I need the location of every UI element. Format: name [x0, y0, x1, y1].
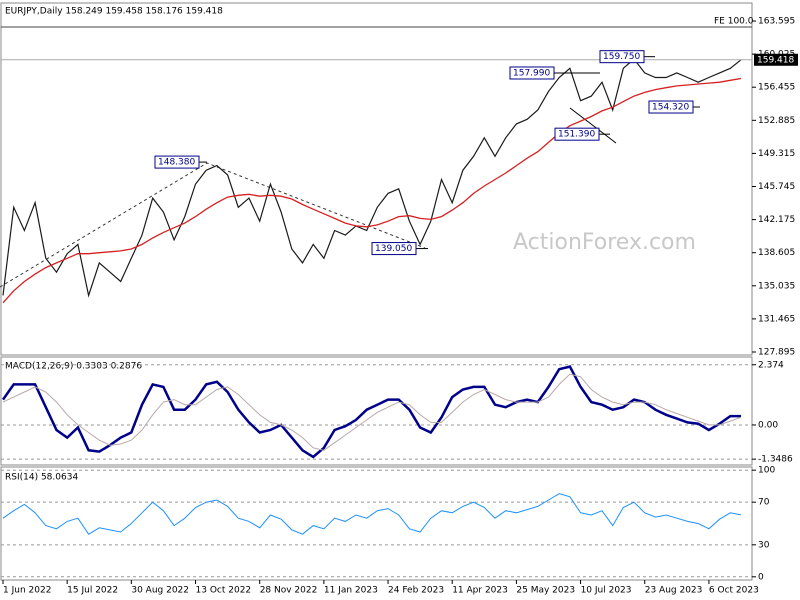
y-tick-label: 0: [758, 572, 764, 582]
annotation-box: [554, 127, 600, 141]
x-tick-label: 6 Oct 2023: [709, 586, 759, 596]
x-tick-label: 25 May 2023: [516, 586, 575, 596]
x-tick-label: 23 Aug 2023: [645, 586, 703, 596]
series-line: [2, 373, 742, 451]
series-line: [2, 58, 742, 298]
y-tick-label: -1.3486: [758, 455, 793, 465]
x-tick-label: 1 Jun 2022: [3, 586, 51, 596]
annotation-box: [599, 50, 645, 64]
x-tick-label: 15 Jul 2022: [67, 586, 118, 596]
x-tick-label: 30 Aug 2022: [131, 586, 189, 596]
y-tick-label: 138.605: [758, 248, 795, 258]
y-tick-label: 135.035: [758, 281, 795, 291]
x-tick-label: 13 Oct 2022: [196, 586, 252, 596]
rsi-panel: [0, 466, 753, 581]
y-tick-label: 30: [758, 540, 770, 550]
x-tick-label: 10 Jul 2023: [581, 586, 632, 596]
series-line: [2, 77, 742, 304]
watermark: ActionForex.com: [513, 230, 696, 255]
y-tick-label: 149.315: [758, 149, 795, 159]
annotation-box: [648, 100, 694, 114]
annotation-label: 157.990: [513, 68, 550, 78]
annotation-label: 154.320: [652, 103, 689, 113]
y-tick-label: 145.745: [758, 182, 795, 192]
annotation-box: [371, 242, 417, 256]
level-label: FE 100.0: [714, 17, 754, 27]
macd-panel: [0, 356, 753, 466]
annotation-label: 139.050: [375, 244, 412, 254]
annotation-label: 151.390: [558, 130, 595, 140]
annotation-box: [154, 155, 200, 169]
trend-line: [0, 162, 426, 288]
x-tick-label: 24 Feb 2023: [388, 586, 444, 596]
x-tick-label: 28 Nov 2022: [260, 586, 318, 596]
fib-line: [569, 107, 617, 144]
y-tick-label: 156.455: [758, 83, 795, 93]
y-tick-label: 100: [758, 466, 775, 476]
series-line: [2, 493, 742, 535]
y-tick-label: 2.374: [758, 360, 784, 370]
price-panel: [0, 2, 753, 356]
price-tag-label: 159.418: [757, 55, 794, 65]
annotation-label: 159.750: [603, 52, 640, 62]
y-tick-label: 127.895: [758, 347, 795, 357]
rsi-title: RSI(14) 58.0634: [5, 473, 78, 483]
annotation-label: 148.380: [158, 158, 195, 168]
y-tick-label: 163.595: [758, 17, 795, 27]
annotation-box: [509, 66, 555, 80]
series-line: [1, 365, 741, 459]
macd-title: MACD(12,26,9) 0.3303 0.2876: [5, 362, 142, 372]
y-tick-label: 142.175: [758, 215, 795, 225]
price-tag: [754, 53, 798, 66]
y-tick-label: 0.00: [758, 420, 778, 430]
y-tick-label: 152.885: [758, 116, 795, 126]
y-tick-label: 70: [758, 498, 770, 508]
price-title: EURJPY,Daily 158.249 159.458 158.176 159…: [5, 7, 223, 17]
y-tick-label: 131.465: [758, 314, 795, 324]
x-tick-label: 11 Jan 2023: [324, 586, 378, 596]
x-tick-label: 11 Apr 2023: [452, 586, 508, 596]
